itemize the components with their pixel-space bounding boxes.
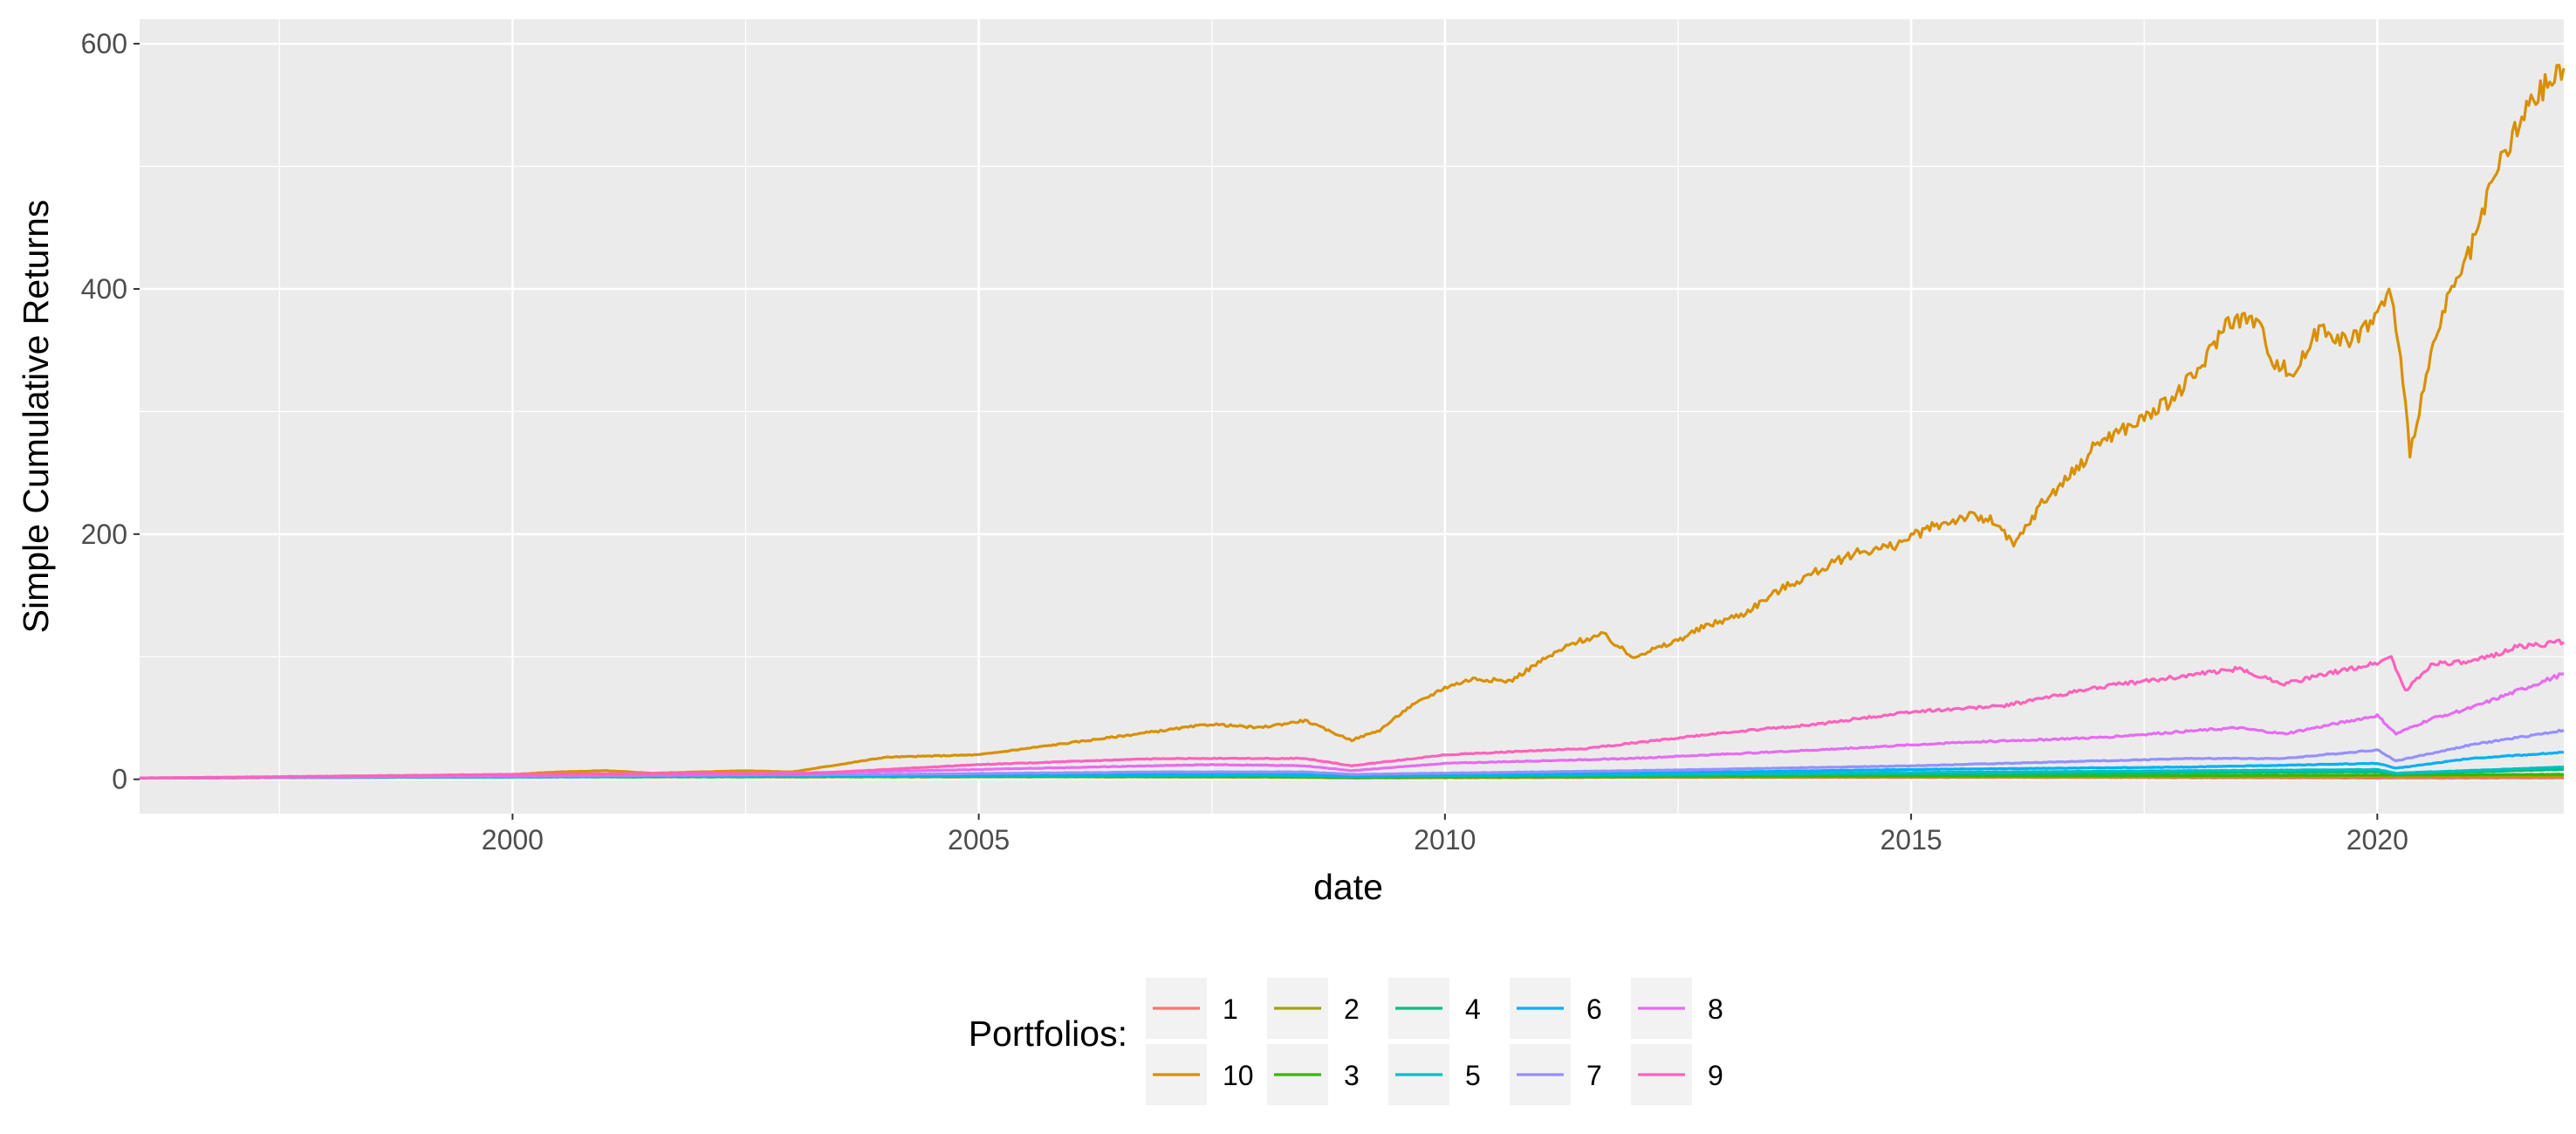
legend-label-1: 1 (1223, 993, 1238, 1025)
x-axis: 2000 2005 2010 2015 2020 (482, 814, 2408, 856)
legend-label-3: 3 (1344, 1060, 1360, 1091)
legend-label-6: 6 (1586, 993, 1602, 1025)
y-tick-label: 600 (81, 28, 127, 59)
y-axis: 0 200 400 600 (81, 28, 140, 795)
legend-title: Portfolios: (969, 1014, 1127, 1054)
y-tick-label: 0 (112, 764, 127, 795)
legend-label-7: 7 (1586, 1060, 1602, 1091)
legend-label-8: 8 (1708, 993, 1723, 1025)
y-tick-label: 200 (81, 519, 127, 550)
x-tick-label: 2005 (948, 824, 1010, 856)
legend-label-10: 10 (1223, 1060, 1254, 1091)
legend-label-4: 4 (1465, 993, 1481, 1025)
series-lines (139, 64, 2566, 780)
legend-label-2: 2 (1344, 993, 1360, 1025)
plot-panel (140, 19, 2564, 814)
legend-label-5: 5 (1465, 1060, 1481, 1091)
x-axis-title: date (1313, 867, 1383, 907)
x-tick-label: 2015 (1880, 824, 1942, 856)
x-tick-label: 2000 (482, 824, 544, 856)
legend: Portfolios: 1 10 2 3 4 5 6 7 8 9 (969, 978, 1723, 1105)
x-tick-label: 2010 (1414, 824, 1476, 856)
y-tick-label: 400 (81, 273, 127, 305)
legend-label-9: 9 (1708, 1060, 1723, 1091)
y-axis-title: Simple Cumulative Returns (16, 200, 56, 634)
series-line-9 (139, 638, 2566, 780)
x-tick-label: 2020 (2346, 824, 2408, 856)
